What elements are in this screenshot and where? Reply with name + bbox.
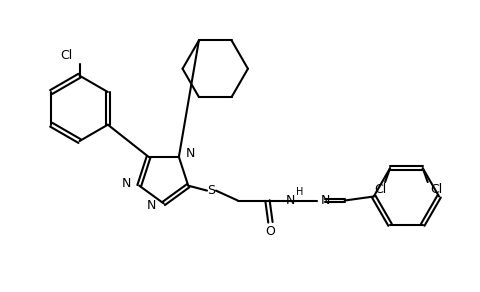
Text: N: N [122, 177, 132, 190]
Text: O: O [265, 225, 276, 238]
Text: Cl: Cl [60, 49, 72, 62]
Text: H: H [296, 187, 303, 197]
Text: N: N [146, 199, 156, 212]
Text: Cl: Cl [374, 183, 386, 197]
Text: S: S [207, 184, 215, 197]
Text: N: N [286, 194, 295, 207]
Text: N: N [321, 194, 330, 207]
Text: Cl: Cl [431, 183, 443, 197]
Text: N: N [186, 147, 195, 160]
